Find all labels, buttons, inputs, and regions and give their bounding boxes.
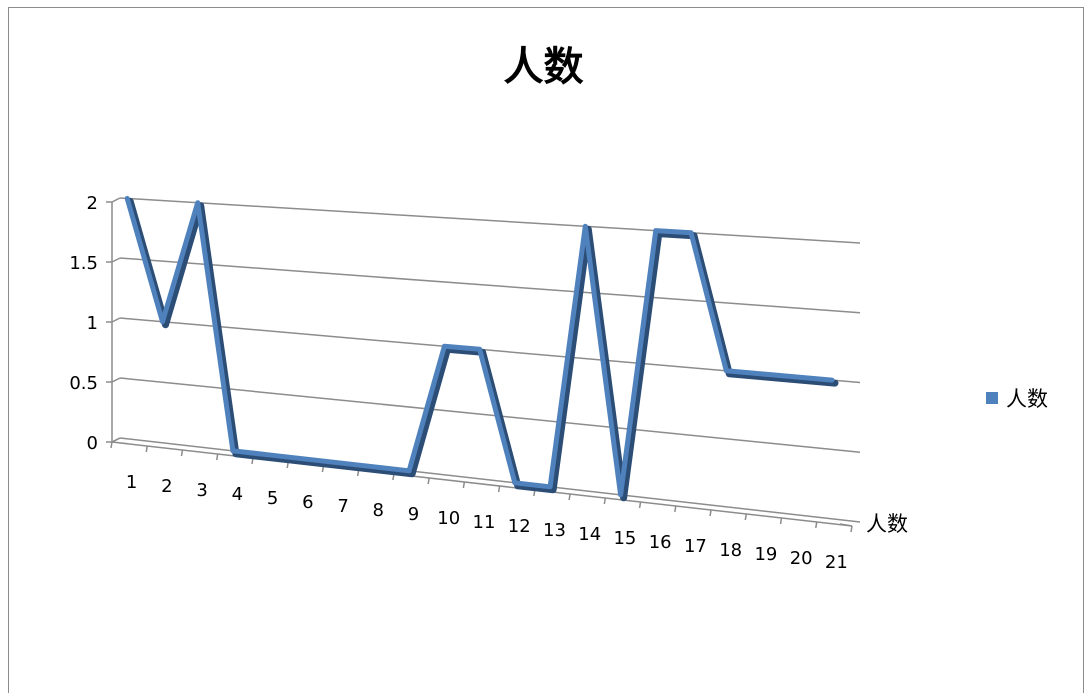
x-tick-label: 18 <box>719 540 742 561</box>
y-tick-label: 2 <box>87 193 98 214</box>
x-tick-label: 3 <box>196 480 207 501</box>
x-tick-label: 1 <box>126 472 137 493</box>
data-point <box>372 465 376 469</box>
x-tick-mark <box>779 517 783 525</box>
data-point <box>301 457 305 461</box>
data-point <box>513 481 517 485</box>
data-point <box>161 320 164 324</box>
x-tick-label: 15 <box>613 528 636 549</box>
x-tick-label: 12 <box>508 516 531 537</box>
x-tick-label: 2 <box>161 476 172 497</box>
x-tick-mark <box>568 493 571 501</box>
gridline-wall-2 <box>111 197 121 203</box>
x-tick-mark <box>427 477 430 485</box>
data-point <box>689 231 693 235</box>
gridline-0.5 <box>119 377 861 453</box>
data-point <box>548 485 552 489</box>
legend: 人数 <box>986 383 1048 413</box>
x-tick-mark <box>603 497 607 505</box>
data-point <box>125 196 129 200</box>
x-tick-label: 9 <box>408 504 419 525</box>
x-tick-mark <box>110 441 113 449</box>
data-point <box>231 449 235 453</box>
depth-axis-line <box>839 523 853 527</box>
data-point <box>724 369 728 373</box>
x-tick-label: 11 <box>473 512 496 533</box>
data-point <box>478 347 482 351</box>
legend-label: 人数 <box>1006 387 1048 411</box>
gridline-wall-0.5 <box>111 377 121 383</box>
x-tick-mark <box>815 521 818 529</box>
x-tick-mark <box>709 509 712 517</box>
y-tick-label: 1 <box>87 313 98 334</box>
data-point <box>830 378 834 382</box>
legend-swatch <box>986 392 998 404</box>
x-tick-mark <box>215 453 219 461</box>
data-point <box>619 493 623 497</box>
data-point <box>583 224 587 228</box>
data-point <box>266 453 270 457</box>
x-tick-mark <box>145 445 148 453</box>
x-tick-label: 5 <box>267 488 278 509</box>
gridline-2 <box>119 197 861 244</box>
x-tick-label: 20 <box>790 548 813 569</box>
x-tick-label: 7 <box>337 496 348 517</box>
y-tick-label: 0.5 <box>69 373 98 394</box>
y-tick-label: 1.5 <box>69 253 98 274</box>
depth-axis-label: 人数 <box>866 512 908 536</box>
gridline-wall-1.5 <box>111 257 121 263</box>
x-tick-label: 4 <box>232 484 243 505</box>
data-point <box>760 372 763 376</box>
x-tick-label: 6 <box>302 492 313 513</box>
x-tick-label: 13 <box>543 520 566 541</box>
x-tick-label: 17 <box>684 536 707 557</box>
chart-title: 人数 <box>503 44 584 90</box>
x-tick-mark <box>462 481 466 489</box>
gridline-wall-1 <box>111 317 121 323</box>
x-tick-mark <box>744 513 748 521</box>
x-tick-label: 16 <box>649 532 672 553</box>
x-tick-mark <box>497 485 501 493</box>
x-tick-mark <box>638 501 642 509</box>
data-point <box>442 344 446 348</box>
data-point <box>654 229 658 233</box>
x-tick-label: 8 <box>373 500 384 521</box>
x-tick-mark <box>674 505 677 513</box>
x-tick-mark <box>850 525 853 533</box>
x-tick-label: 10 <box>437 508 460 529</box>
gridline-1.5 <box>119 257 861 314</box>
x-tick-label: 21 <box>825 552 848 573</box>
y-tick-label: 0 <box>87 433 98 454</box>
gridline-wall-0 <box>111 437 121 443</box>
chart-area <box>8 7 1084 693</box>
data-point <box>196 201 200 205</box>
data-point <box>337 461 341 465</box>
x-tick-mark <box>180 449 184 457</box>
data-point <box>795 375 799 379</box>
x-tick-label: 19 <box>754 544 777 565</box>
x-tick-label: 14 <box>578 524 601 545</box>
data-point <box>407 469 411 473</box>
